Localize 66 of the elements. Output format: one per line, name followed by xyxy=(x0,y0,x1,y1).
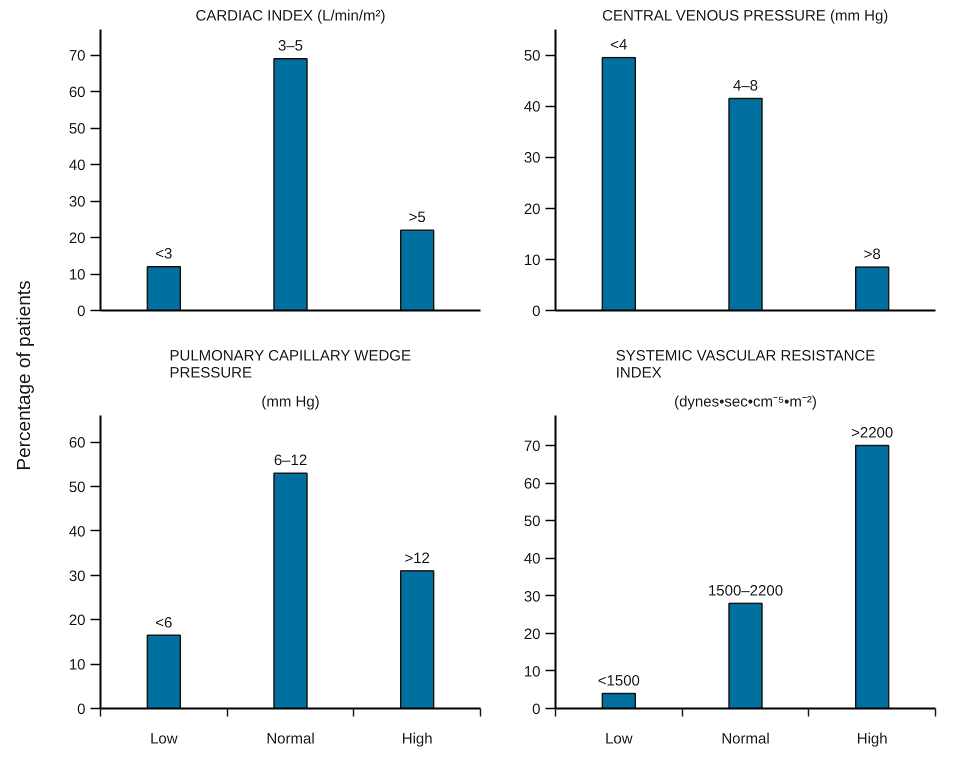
chart-subtitle: (dynes•sec•cm⁻⁵•m⁻²) xyxy=(674,394,817,410)
y-tick-label: 0 xyxy=(77,701,86,718)
data-label: >8 xyxy=(864,246,881,264)
bar xyxy=(400,229,434,310)
x-tick-label: Normal xyxy=(721,730,770,748)
data-label: >12 xyxy=(404,550,430,567)
y-tick-label: 60 xyxy=(68,434,86,452)
bar xyxy=(728,602,763,708)
data-label: <3 xyxy=(155,246,172,263)
y-tick-label: 20 xyxy=(68,230,86,248)
data-label: 4–8 xyxy=(732,77,758,94)
y-tick-label: 30 xyxy=(68,194,86,211)
y-tick-label: 20 xyxy=(524,626,541,643)
bar xyxy=(602,56,636,310)
y-tick-label: 0 xyxy=(532,303,540,320)
y-tick-label: 10 xyxy=(68,266,86,284)
bar xyxy=(273,472,308,708)
y-tick-label: 30 xyxy=(524,588,541,606)
y-tick-label: 20 xyxy=(524,200,541,218)
x-tick-label: Normal xyxy=(266,730,315,748)
bar xyxy=(146,266,182,310)
y-tick-label: 40 xyxy=(524,98,541,116)
data-label: >2200 xyxy=(851,424,894,442)
x-tick-label: Low xyxy=(150,730,178,748)
y-tick-label: 10 xyxy=(68,656,86,674)
chart-title: CARDIAC INDEX (L/min/m²) xyxy=(195,8,386,24)
y-tick-label: 0 xyxy=(532,701,540,718)
y-tick-label: 50 xyxy=(68,479,86,496)
y-axis-title: Percentage of patients xyxy=(14,280,35,471)
y-tick-label: 40 xyxy=(68,157,86,174)
chart-subtitle: (mm Hg) xyxy=(261,394,320,410)
y-tick-label: 50 xyxy=(524,513,541,530)
y-tick-label: 20 xyxy=(68,612,86,630)
y-tick-label: 70 xyxy=(524,438,541,456)
data-label: 3–5 xyxy=(278,38,304,55)
chart-title: PULMONARY CAPILLARY WEDGE PRESSURE xyxy=(169,348,411,382)
chart-title: SYSTEMIC VASCULAR RESISTANCE INDEX xyxy=(616,348,876,382)
y-tick-label: 40 xyxy=(524,550,541,568)
bar xyxy=(400,570,434,708)
chart-title: CENTRAL VENOUS PRESSURE (mm Hg) xyxy=(602,8,888,24)
y-tick-label: 60 xyxy=(68,84,86,102)
bar xyxy=(273,58,308,310)
data-label: 1500–2200 xyxy=(708,582,784,600)
data-label: <6 xyxy=(155,614,172,632)
x-tick-label: Low xyxy=(605,730,633,748)
y-tick-label: 10 xyxy=(524,252,541,269)
data-label: <1500 xyxy=(598,672,640,690)
x-tick-label: High xyxy=(856,730,888,748)
bar xyxy=(146,634,182,708)
y-tick-label: 40 xyxy=(68,523,86,540)
y-tick-label: 60 xyxy=(524,476,541,493)
data-label: <4 xyxy=(610,36,628,54)
data-label: >5 xyxy=(408,209,426,226)
y-tick-label: 30 xyxy=(68,568,86,585)
bar xyxy=(854,444,890,708)
y-tick-label: 10 xyxy=(524,663,541,680)
bar xyxy=(602,692,636,708)
bar xyxy=(854,266,890,310)
y-tick-label: 30 xyxy=(524,150,541,167)
y-tick-label: 50 xyxy=(68,120,86,138)
y-tick-label: 0 xyxy=(77,303,86,320)
y-tick-label: 70 xyxy=(68,48,86,65)
data-label: 6–12 xyxy=(274,452,308,470)
x-tick-label: High xyxy=(402,730,433,748)
y-tick-label: 50 xyxy=(524,48,541,65)
bar xyxy=(728,98,763,310)
